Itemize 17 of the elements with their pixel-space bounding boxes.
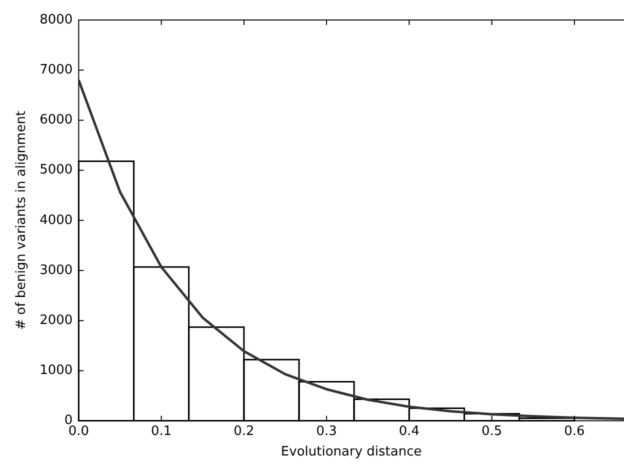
y-tick-label: 3000 — [40, 262, 73, 278]
x-tick-label: 0.6 — [564, 424, 585, 439]
x-tick-label: 0.0 — [68, 424, 90, 439]
y-tick-label: 1000 — [40, 363, 73, 378]
y-tick-label: 5000 — [40, 162, 73, 178]
x-tick-label: 0.4 — [398, 424, 420, 439]
y-tick-label: 2000 — [40, 312, 73, 328]
x-tick-label: 0.3 — [316, 424, 337, 439]
y-axis-title: # of benign variants in alignment — [14, 110, 30, 330]
x-tick-label: 0.5 — [481, 424, 502, 439]
x-tick-label: 0.2 — [234, 424, 254, 439]
y-tick-label: 7000 — [40, 62, 73, 78]
y-tick-label: 4000 — [40, 212, 73, 228]
y-tick-label: 8000 — [40, 12, 73, 28]
x-tick-label: 0.1 — [150, 424, 172, 439]
y-tick-label: 6000 — [40, 112, 73, 128]
x-axis-title: Evolutionary distance — [280, 444, 422, 460]
